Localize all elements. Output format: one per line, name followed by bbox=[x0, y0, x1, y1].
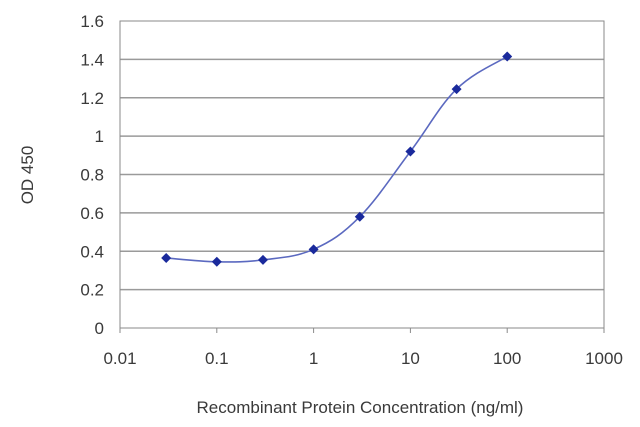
data-point bbox=[502, 51, 513, 62]
x-axis-title: Recombinant Protein Concentration (ng/ml… bbox=[197, 398, 524, 417]
y-tick-label: 0.4 bbox=[80, 242, 104, 261]
y-tick-label: 0.8 bbox=[80, 166, 104, 185]
x-tick-label: 100 bbox=[493, 349, 521, 368]
data-point bbox=[161, 252, 172, 263]
data-point bbox=[451, 84, 462, 95]
x-tick-label: 1 bbox=[309, 349, 318, 368]
y-tick-label: 1.6 bbox=[80, 12, 104, 31]
y-tick-label: 1 bbox=[95, 127, 104, 146]
y-axis-ticks: 0 0.2 0.4 0.6 0.8 1 1.2 1.4 1.6 bbox=[80, 12, 104, 338]
y-tick-label: 0.6 bbox=[80, 204, 104, 223]
plot-border bbox=[119, 20, 605, 329]
fit-curve bbox=[166, 55, 508, 263]
x-tick-label: 1000 bbox=[585, 349, 623, 368]
data-point bbox=[405, 146, 416, 157]
y-tick-label: 0.2 bbox=[80, 281, 104, 300]
data-point bbox=[211, 256, 222, 267]
data-point bbox=[354, 211, 365, 222]
y-tick-label: 1.4 bbox=[80, 50, 104, 69]
data-points bbox=[161, 51, 513, 267]
y-tick-label: 1.2 bbox=[80, 89, 104, 108]
grid-lines bbox=[120, 58, 604, 291]
x-tick-label: 0.01 bbox=[103, 349, 136, 368]
x-tick-label: 10 bbox=[401, 349, 420, 368]
data-point bbox=[257, 254, 268, 265]
x-tick-label: 0.1 bbox=[205, 349, 229, 368]
y-axis-title: OD 450 bbox=[18, 146, 37, 205]
data-point bbox=[308, 244, 319, 255]
y-tick-label: 0 bbox=[95, 319, 104, 338]
x-axis-ticks: 0.01 0.1 1 10 100 1000 bbox=[103, 328, 623, 368]
